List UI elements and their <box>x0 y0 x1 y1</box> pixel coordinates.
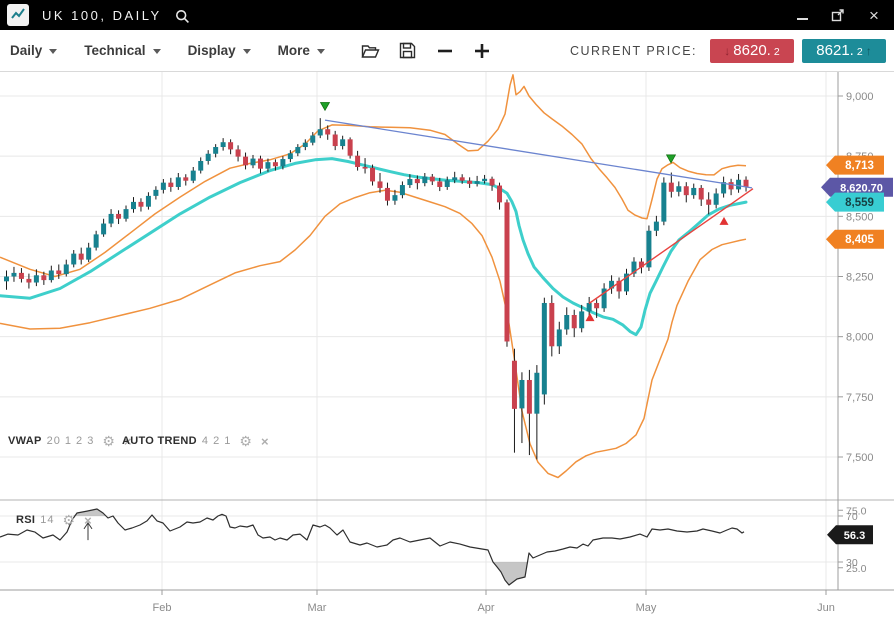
menu-timeframe-label: Daily <box>10 43 43 58</box>
arrow-down-icon: ↓ <box>724 43 731 58</box>
buy-price-decimal: 2 <box>856 46 863 58</box>
sell-price-decimal: 2 <box>773 46 780 58</box>
menu-more[interactable]: More <box>278 43 325 58</box>
titlebar: UK 100, DAILY × <box>0 0 894 30</box>
axes <box>0 72 894 595</box>
svg-text:8,000: 8,000 <box>846 332 874 344</box>
svg-text:8,713: 8,713 <box>845 160 874 172</box>
vwap-line <box>0 157 748 337</box>
close-icon[interactable]: × <box>260 433 269 449</box>
svg-text:8,405: 8,405 <box>845 234 874 246</box>
minimize-button[interactable] <box>794 7 810 23</box>
popout-icon <box>831 9 844 22</box>
svg-text:Feb: Feb <box>153 602 172 614</box>
gear-icon[interactable]: ⚙ <box>62 512 76 528</box>
axis-labels: FebMarAprMayJun9,0008,7508,5008,2508,000… <box>153 91 874 614</box>
window-controls: × <box>794 5 882 25</box>
auto-trend-legend-name: AUTO TREND <box>122 435 197 447</box>
auto-trend-legend-params: 4 2 1 <box>201 435 232 447</box>
rsi-legend: RSI 14 ⚙ × <box>16 513 92 527</box>
svg-text:8,500: 8,500 <box>846 211 874 223</box>
svg-text:56.3: 56.3 <box>844 530 865 542</box>
chevron-down-icon <box>316 49 325 54</box>
menu-display[interactable]: Display <box>188 43 251 58</box>
menu-timeframe[interactable]: Daily <box>10 43 58 58</box>
arrow-up-icon: ↑ <box>865 43 872 58</box>
popout-button[interactable] <box>830 7 846 23</box>
svg-text:75.0: 75.0 <box>846 505 867 517</box>
toolbar: Daily Technical Display More <box>0 30 894 72</box>
sell-price-button[interactable]: ↓ 8620. 2 <box>710 38 794 63</box>
auto-trend-lines <box>324 119 754 305</box>
save-icon[interactable] <box>397 40 419 62</box>
svg-text:Mar: Mar <box>308 602 327 614</box>
open-folder-icon[interactable] <box>360 40 382 62</box>
auto-trend-legend: AUTO TREND 4 2 1 ⚙ × <box>122 434 269 448</box>
current-price-label: CURRENT PRICE: <box>569 43 697 58</box>
vwap-legend: VWAP 20 1 2 3 ⚙ × <box>8 434 132 448</box>
vwap-legend-params: 20 1 2 3 <box>46 435 95 447</box>
search-icon[interactable] <box>175 8 191 24</box>
zoom-in-icon[interactable] <box>471 40 493 62</box>
toolbar-icons <box>360 40 493 62</box>
zoom-out-icon[interactable] <box>434 40 456 62</box>
gear-icon[interactable]: ⚙ <box>102 433 115 449</box>
svg-text:8,250: 8,250 <box>846 272 874 284</box>
svg-text:Apr: Apr <box>477 602 494 614</box>
sell-price-value: 8620. <box>733 42 771 59</box>
rsi-legend-params: 14 <box>40 514 55 526</box>
svg-text:May: May <box>636 602 657 614</box>
close-icon[interactable]: × <box>123 433 132 449</box>
close-button[interactable]: × <box>869 5 879 25</box>
menu-technical-label: Technical <box>84 43 146 58</box>
rsi-pane <box>0 508 745 586</box>
menu-technical[interactable]: Technical <box>84 43 161 58</box>
svg-text:7,750: 7,750 <box>846 392 874 404</box>
price-tags: 8,713 8,620.70 8,559 8,405 56.3 <box>821 155 893 545</box>
trend-markers <box>319 102 729 322</box>
chevron-down-icon <box>49 49 58 54</box>
svg-text:70: 70 <box>846 511 858 523</box>
svg-text:8,559: 8,559 <box>845 197 874 209</box>
svg-text:Jun: Jun <box>817 602 835 614</box>
svg-text:7,500: 7,500 <box>846 452 874 464</box>
window-title: UK 100, DAILY <box>42 7 162 23</box>
app-logo-icon <box>7 4 29 26</box>
svg-text:25.0: 25.0 <box>846 563 867 575</box>
buy-price-value: 8621. <box>816 42 854 59</box>
svg-text:8,620.70: 8,620.70 <box>840 182 883 194</box>
svg-text:9,000: 9,000 <box>846 91 874 103</box>
svg-text:30: 30 <box>846 557 858 569</box>
gear-icon[interactable]: ⚙ <box>239 433 252 449</box>
chevron-down-icon <box>242 49 251 54</box>
menu-display-label: Display <box>187 43 236 58</box>
candlestick-series <box>4 118 749 460</box>
buy-price-button[interactable]: 8621. 2 ↑ <box>802 38 886 63</box>
close-icon[interactable]: × <box>84 512 92 528</box>
vwap-legend-name: VWAP <box>8 435 42 447</box>
rsi-legend-name: RSI <box>16 514 36 526</box>
minimize-icon <box>796 18 808 20</box>
gridlines <box>0 72 838 590</box>
menu-more-label: More <box>277 43 310 58</box>
chevron-down-icon <box>152 49 161 54</box>
